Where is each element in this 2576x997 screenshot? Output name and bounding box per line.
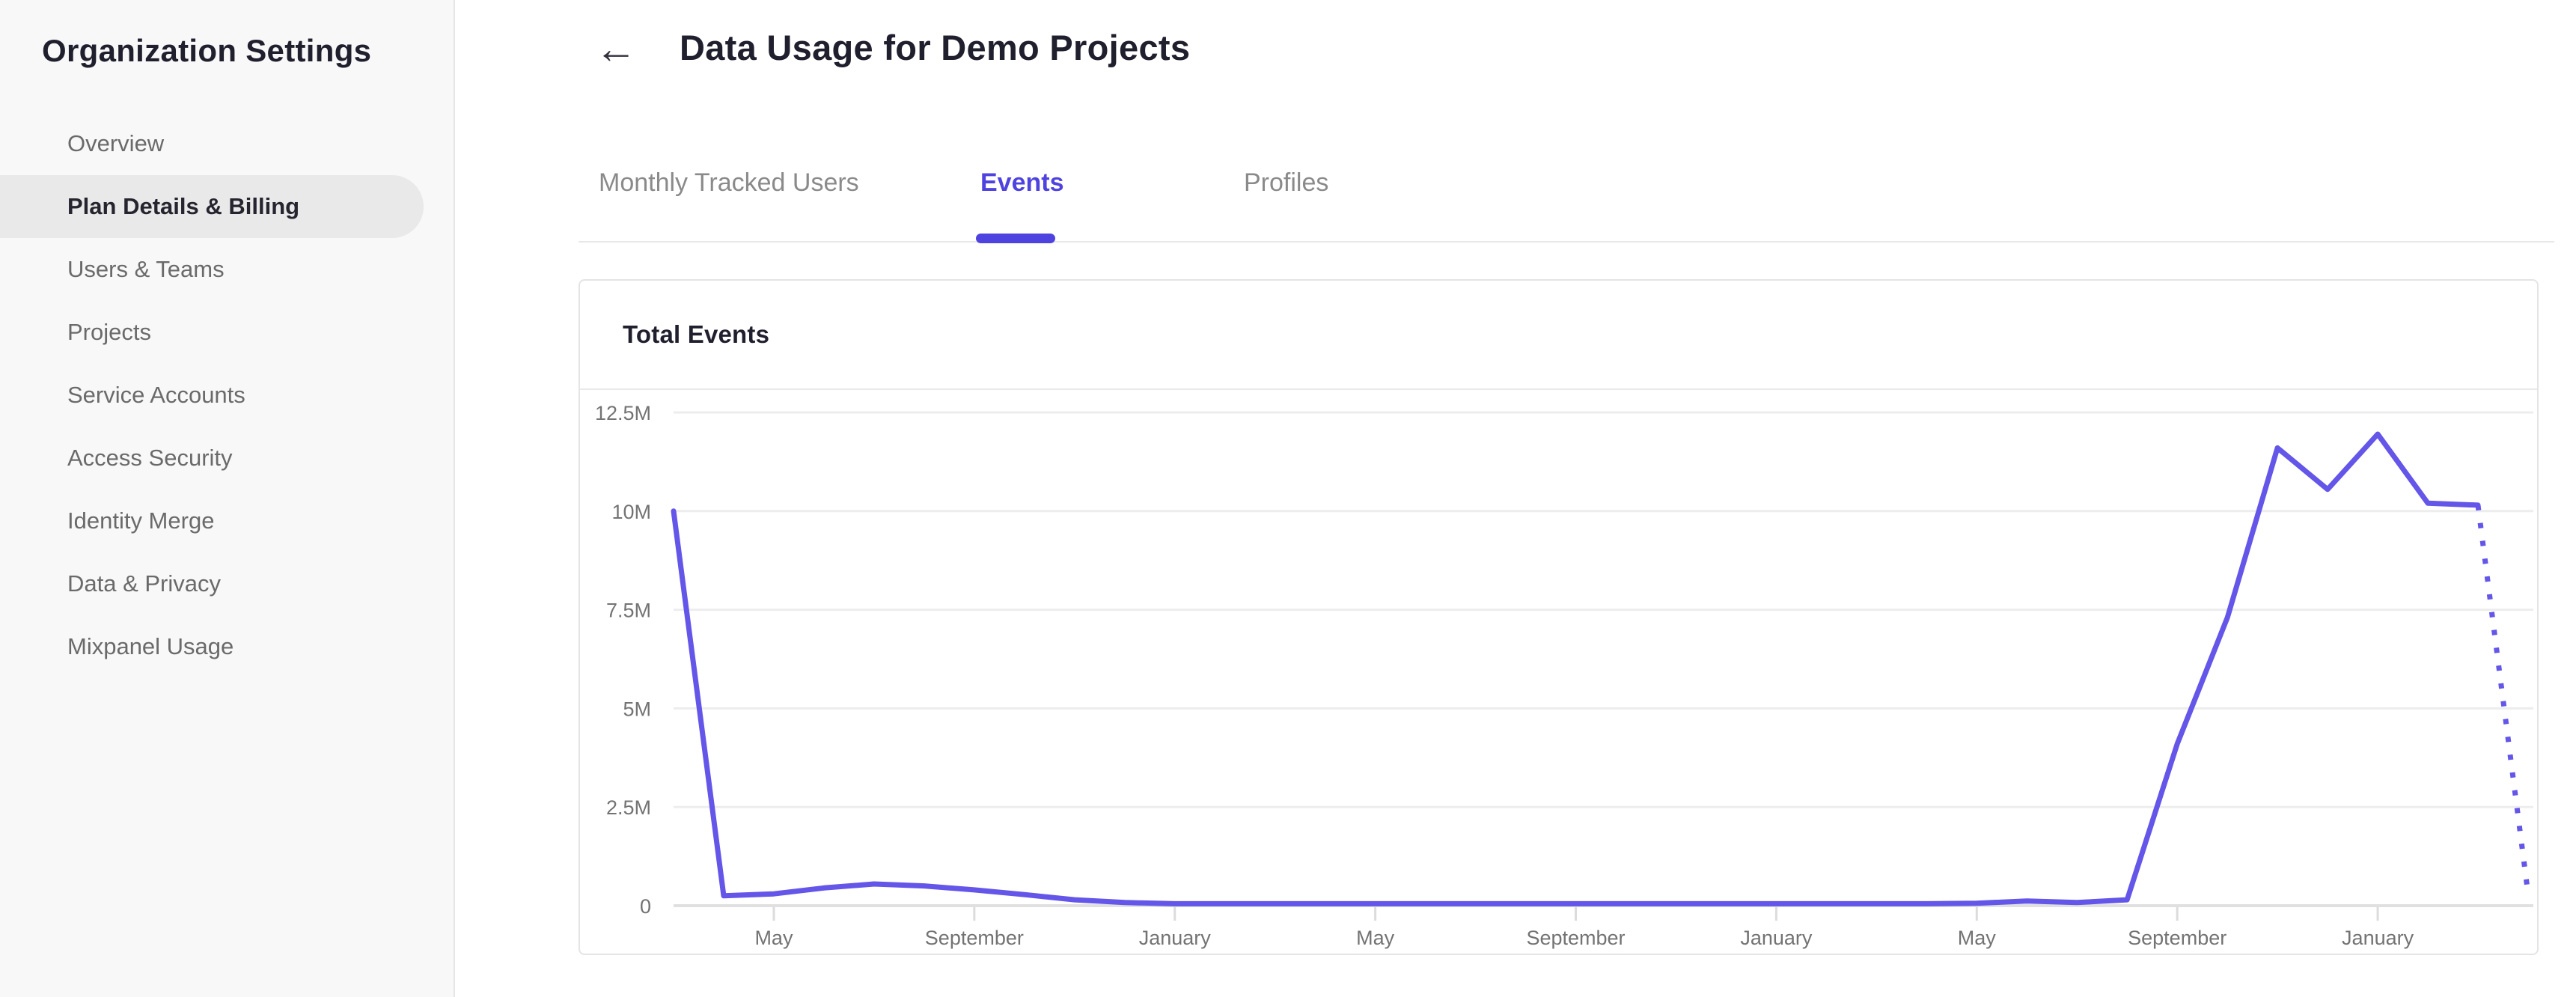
y-axis-label: 12.5M xyxy=(595,402,651,424)
sidebar-item-label: Overview xyxy=(67,130,165,156)
sidebar: Organization Settings Overview Plan Deta… xyxy=(0,0,455,997)
tab-events[interactable]: Events xyxy=(980,168,1064,197)
chart-area: 0 2.5M 5M 7.5M 10M 12.5M May September January Ma… xyxy=(580,390,2537,954)
sidebar-item-users-teams[interactable]: Users & Teams xyxy=(0,238,424,301)
x-axis-label: September xyxy=(925,927,1024,949)
sidebar-item-mixpanel-usage[interactable]: Mixpanel Usage xyxy=(0,615,424,678)
y-axis-label: 7.5M xyxy=(606,600,651,622)
y-axis-label: 2.5M xyxy=(606,796,651,819)
x-axis-label: January xyxy=(1740,927,1813,949)
sidebar-item-label: Projects xyxy=(67,319,151,345)
sidebar-item-label: Data & Privacy xyxy=(67,570,222,597)
sidebar-item-label: Service Accounts xyxy=(67,382,245,408)
sidebar-item-overview[interactable]: Overview xyxy=(0,112,424,175)
sidebar-item-access-security[interactable]: Access Security xyxy=(0,427,424,490)
events-line-chart[interactable]: 0 2.5M 5M 7.5M 10M 12.5M May September January Ma… xyxy=(580,390,2537,954)
page-title: Data Usage for Demo Projects xyxy=(680,28,1191,67)
sidebar-item-plan-details-billing[interactable]: Plan Details & Billing xyxy=(0,175,424,238)
sidebar-item-data-privacy[interactable]: Data & Privacy xyxy=(0,552,424,615)
x-axis-label: January xyxy=(1139,927,1212,949)
x-axis-label: May xyxy=(754,927,793,949)
sidebar-item-label: Identity Merge xyxy=(67,507,215,534)
sidebar-nav: Overview Plan Details & Billing Users & … xyxy=(0,112,454,678)
back-arrow-icon[interactable]: ← xyxy=(595,25,637,72)
x-axis-label: January xyxy=(2342,927,2414,949)
x-axis-label: September xyxy=(2128,927,2226,949)
card-title: Total Events xyxy=(623,320,770,348)
sidebar-item-label: Access Security xyxy=(67,445,233,471)
x-axis-label: September xyxy=(1526,927,1625,949)
y-axis-label: 0 xyxy=(640,895,651,918)
tab-profiles[interactable]: Profiles xyxy=(1244,168,1329,197)
sidebar-item-label: Mixpanel Usage xyxy=(67,633,234,659)
sidebar-item-identity-merge[interactable]: Identity Merge xyxy=(0,490,424,552)
sidebar-title: Organization Settings xyxy=(42,33,372,68)
tab-monthly-tracked-users[interactable]: Monthly Tracked Users xyxy=(599,168,859,197)
sidebar-item-service-accounts[interactable]: Service Accounts xyxy=(0,364,424,427)
events-line-projected xyxy=(2475,504,2531,894)
x-axis-label: May xyxy=(1356,927,1395,949)
tabs-divider xyxy=(579,241,2554,243)
y-axis-label: 10M xyxy=(611,501,651,523)
card-header: Total Events xyxy=(580,281,2537,390)
x-axis-label: May xyxy=(1958,927,1997,949)
y-axis-label: 5M xyxy=(623,698,651,720)
events-line xyxy=(671,431,2481,906)
total-events-card: Total Events 0 2.5M 5M 7.5M 10M 12.5M May Septe… xyxy=(579,279,2539,955)
sidebar-item-projects[interactable]: Projects xyxy=(0,301,424,364)
active-tab-underline xyxy=(976,234,1055,243)
sidebar-item-label: Plan Details & Billing xyxy=(67,193,300,219)
sidebar-item-label: Users & Teams xyxy=(67,256,225,282)
